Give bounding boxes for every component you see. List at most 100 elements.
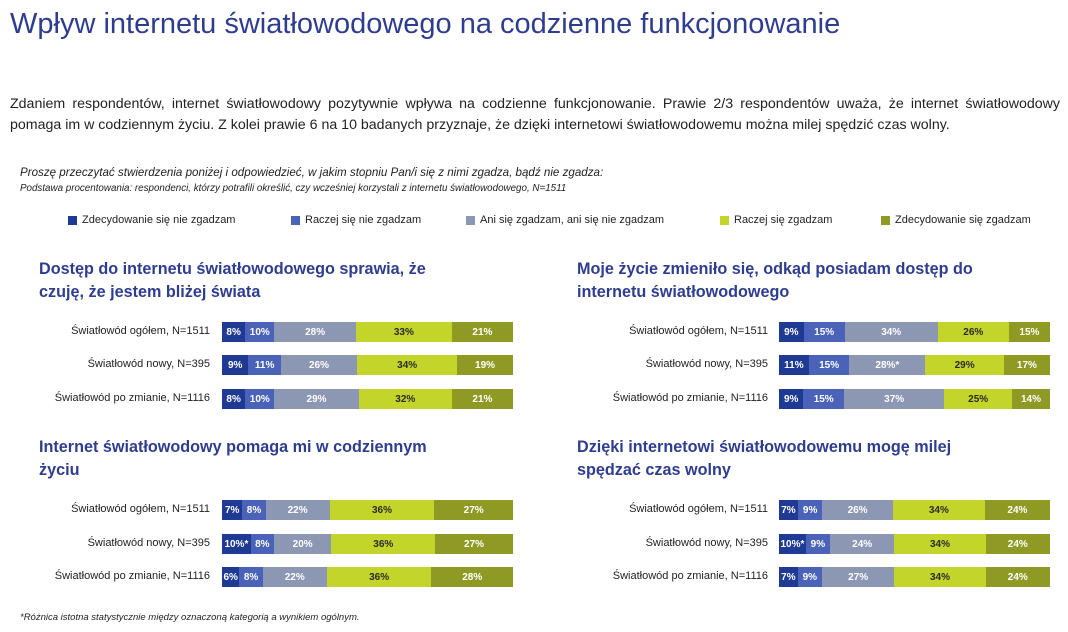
legend-swatch (720, 215, 729, 225)
chart-title: Moje życie zmieniło się, odkąd posiadam … (577, 260, 973, 301)
stacked-bar: 8% 10% 28% 33% 21% (222, 322, 513, 342)
legend-label: Zdecydowanie się nie zgadzam (82, 214, 236, 226)
bar-segment: 7% (222, 500, 243, 520)
bar-segment: 10% (245, 322, 275, 342)
stacked-bar: 9% 11% 26% 34% 19% (222, 355, 513, 375)
legend-swatch (881, 215, 890, 225)
bar-segment: 24% (985, 567, 1050, 587)
bar-segment: 34% (357, 355, 458, 375)
bar-segment: 9% (797, 500, 823, 520)
bar-segment: 24% (985, 534, 1050, 554)
legend-swatch (466, 215, 475, 225)
bar-segment: 9% (805, 534, 830, 554)
bar-segment: 20% (273, 534, 332, 554)
stacked-bar: 7% 9% 27% 34% 24% (779, 567, 1050, 587)
bar-segment: 34% (894, 567, 986, 587)
bar-segment: 29% (274, 389, 359, 409)
bar-segment: 26% (937, 322, 1009, 342)
bar-segment: 7% (779, 567, 798, 587)
legend-item: Zdecydowanie się nie zgadzam (68, 214, 235, 226)
intro-text: Zdaniem respondentów, internet światłowo… (10, 96, 1060, 133)
bar-segment: 33% (355, 322, 452, 342)
stacked-bar: 10%* 8% 20% 36% 27% (222, 534, 513, 554)
stacked-bar: 9% 15% 34% 26% 15% (779, 322, 1050, 342)
category-label: Światłowód po zmianie, N=1116 (612, 570, 768, 582)
legend-item: Zdecydowanie się zgadzam (881, 214, 1031, 226)
stacked-bar: 11% 15% 28%* 29% 17% (779, 355, 1050, 375)
bar-segment: 10% (245, 389, 275, 409)
bar-segment: 24% (984, 500, 1050, 520)
bar-segment: 34% (892, 500, 985, 520)
bar-segment: 8% (222, 322, 246, 342)
category-label: Światłowód ogółem, N=1511 (71, 325, 210, 337)
bar-segment: 15% (808, 355, 850, 375)
bar-segment: 8% (222, 389, 246, 409)
stacked-bar: 8% 10% 29% 32% 21% (222, 389, 513, 409)
category-label: Światłowód ogółem, N=1511 (629, 325, 768, 337)
bar-segment: 6% (222, 567, 240, 587)
bar-segment: 14% (1012, 389, 1050, 409)
legend-label: Raczej się zgadzam (734, 214, 833, 226)
bar-segment: 22% (265, 500, 330, 520)
bar-segment: 8% (250, 534, 274, 554)
bar-segment: 9% (222, 355, 249, 375)
bar-segment: 27% (821, 567, 895, 587)
bar-segment: 22% (262, 567, 327, 587)
stacked-bar: 9% 15% 37% 25% 14% (779, 389, 1050, 409)
bar-segment: 21% (451, 322, 513, 342)
bar-segment: 9% (779, 389, 804, 409)
bar-segment: 17% (1003, 355, 1050, 375)
survey-question: Proszę przeczytać stwierdzenia poniżej i… (20, 166, 604, 179)
bar-segment: 28% (431, 567, 513, 587)
bar-segment: 10%* (779, 534, 806, 554)
legend-item: Raczej się nie zgadzam (291, 214, 421, 226)
category-label: Światłowód po zmianie, N=1116 (54, 392, 210, 404)
stacked-bar: 6% 8% 22% 36% 28% (222, 567, 513, 587)
legend-label: Zdecydowanie się zgadzam (895, 214, 1031, 226)
stacked-bar: 10%* 9% 24% 34% 24% (779, 534, 1050, 554)
bar-segment: 9% (779, 322, 804, 342)
category-label: Światłowód nowy, N=395 (645, 537, 768, 549)
bar-segment: 25% (944, 389, 1013, 409)
bar-segment: 26% (822, 500, 893, 520)
bar-segment: 15% (803, 322, 845, 342)
bar-segment: 21% (451, 389, 513, 409)
category-label: Światłowód ogółem, N=1511 (629, 503, 768, 515)
legend-item: Raczej się zgadzam (720, 214, 832, 226)
bar-segment: 24% (829, 534, 895, 554)
bar-segment: 36% (329, 500, 435, 520)
bar-segment: 34% (844, 322, 938, 342)
stacked-bar: 7% 8% 22% 36% 27% (222, 500, 513, 520)
legend: Zdecydowanie się nie zgadzam Raczej się n… (0, 214, 1068, 230)
bar-segment: 11% (248, 355, 281, 375)
bar-segment: 8% (242, 500, 266, 520)
bar-segment: 7% (779, 500, 798, 520)
bar-segment: 9% (797, 567, 822, 587)
bar-segment: 27% (434, 500, 513, 520)
legend-label: Ani się zgadzam, ani się nie zgadzam (480, 214, 665, 226)
chart-title: Dostęp do internetu światłowodowego spra… (39, 260, 426, 301)
legend-label: Raczej się nie zgadzam (305, 214, 422, 226)
base-note: Podstawa procentowania: respondenci, któ… (20, 183, 567, 194)
bar-segment: 19% (457, 355, 513, 375)
bar-segment: 32% (358, 389, 452, 409)
bar-segment: 11% (779, 355, 809, 375)
bar-segment: 36% (331, 534, 436, 554)
bar-segment: 8% (239, 567, 263, 587)
category-label: Światłowód po zmianie, N=1116 (54, 570, 210, 582)
bar-segment: 29% (925, 355, 1004, 375)
bar-segment: 28%* (849, 355, 926, 375)
bar-segment: 15% (1008, 322, 1050, 342)
bar-segment: 10%* (222, 534, 251, 554)
page-title: Wpływ internetu światłowodowego na codzi… (10, 8, 841, 40)
category-label: Światłowód nowy, N=395 (645, 358, 768, 370)
chart-title: Dzięki internetowi światłowodowemu mogę … (577, 438, 952, 479)
footnote: *Różnica istotna statystycznie między oz… (20, 612, 360, 623)
chart-title: Internet światłowodowy pomaga mi w codzi… (39, 438, 427, 479)
category-label: Światłowód nowy, N=395 (87, 358, 210, 370)
bar-segment: 15% (803, 389, 845, 409)
bar-segment: 36% (326, 567, 432, 587)
legend-swatch (68, 215, 77, 225)
category-label: Światłowód ogółem, N=1511 (71, 503, 210, 515)
bar-segment: 37% (844, 389, 945, 409)
